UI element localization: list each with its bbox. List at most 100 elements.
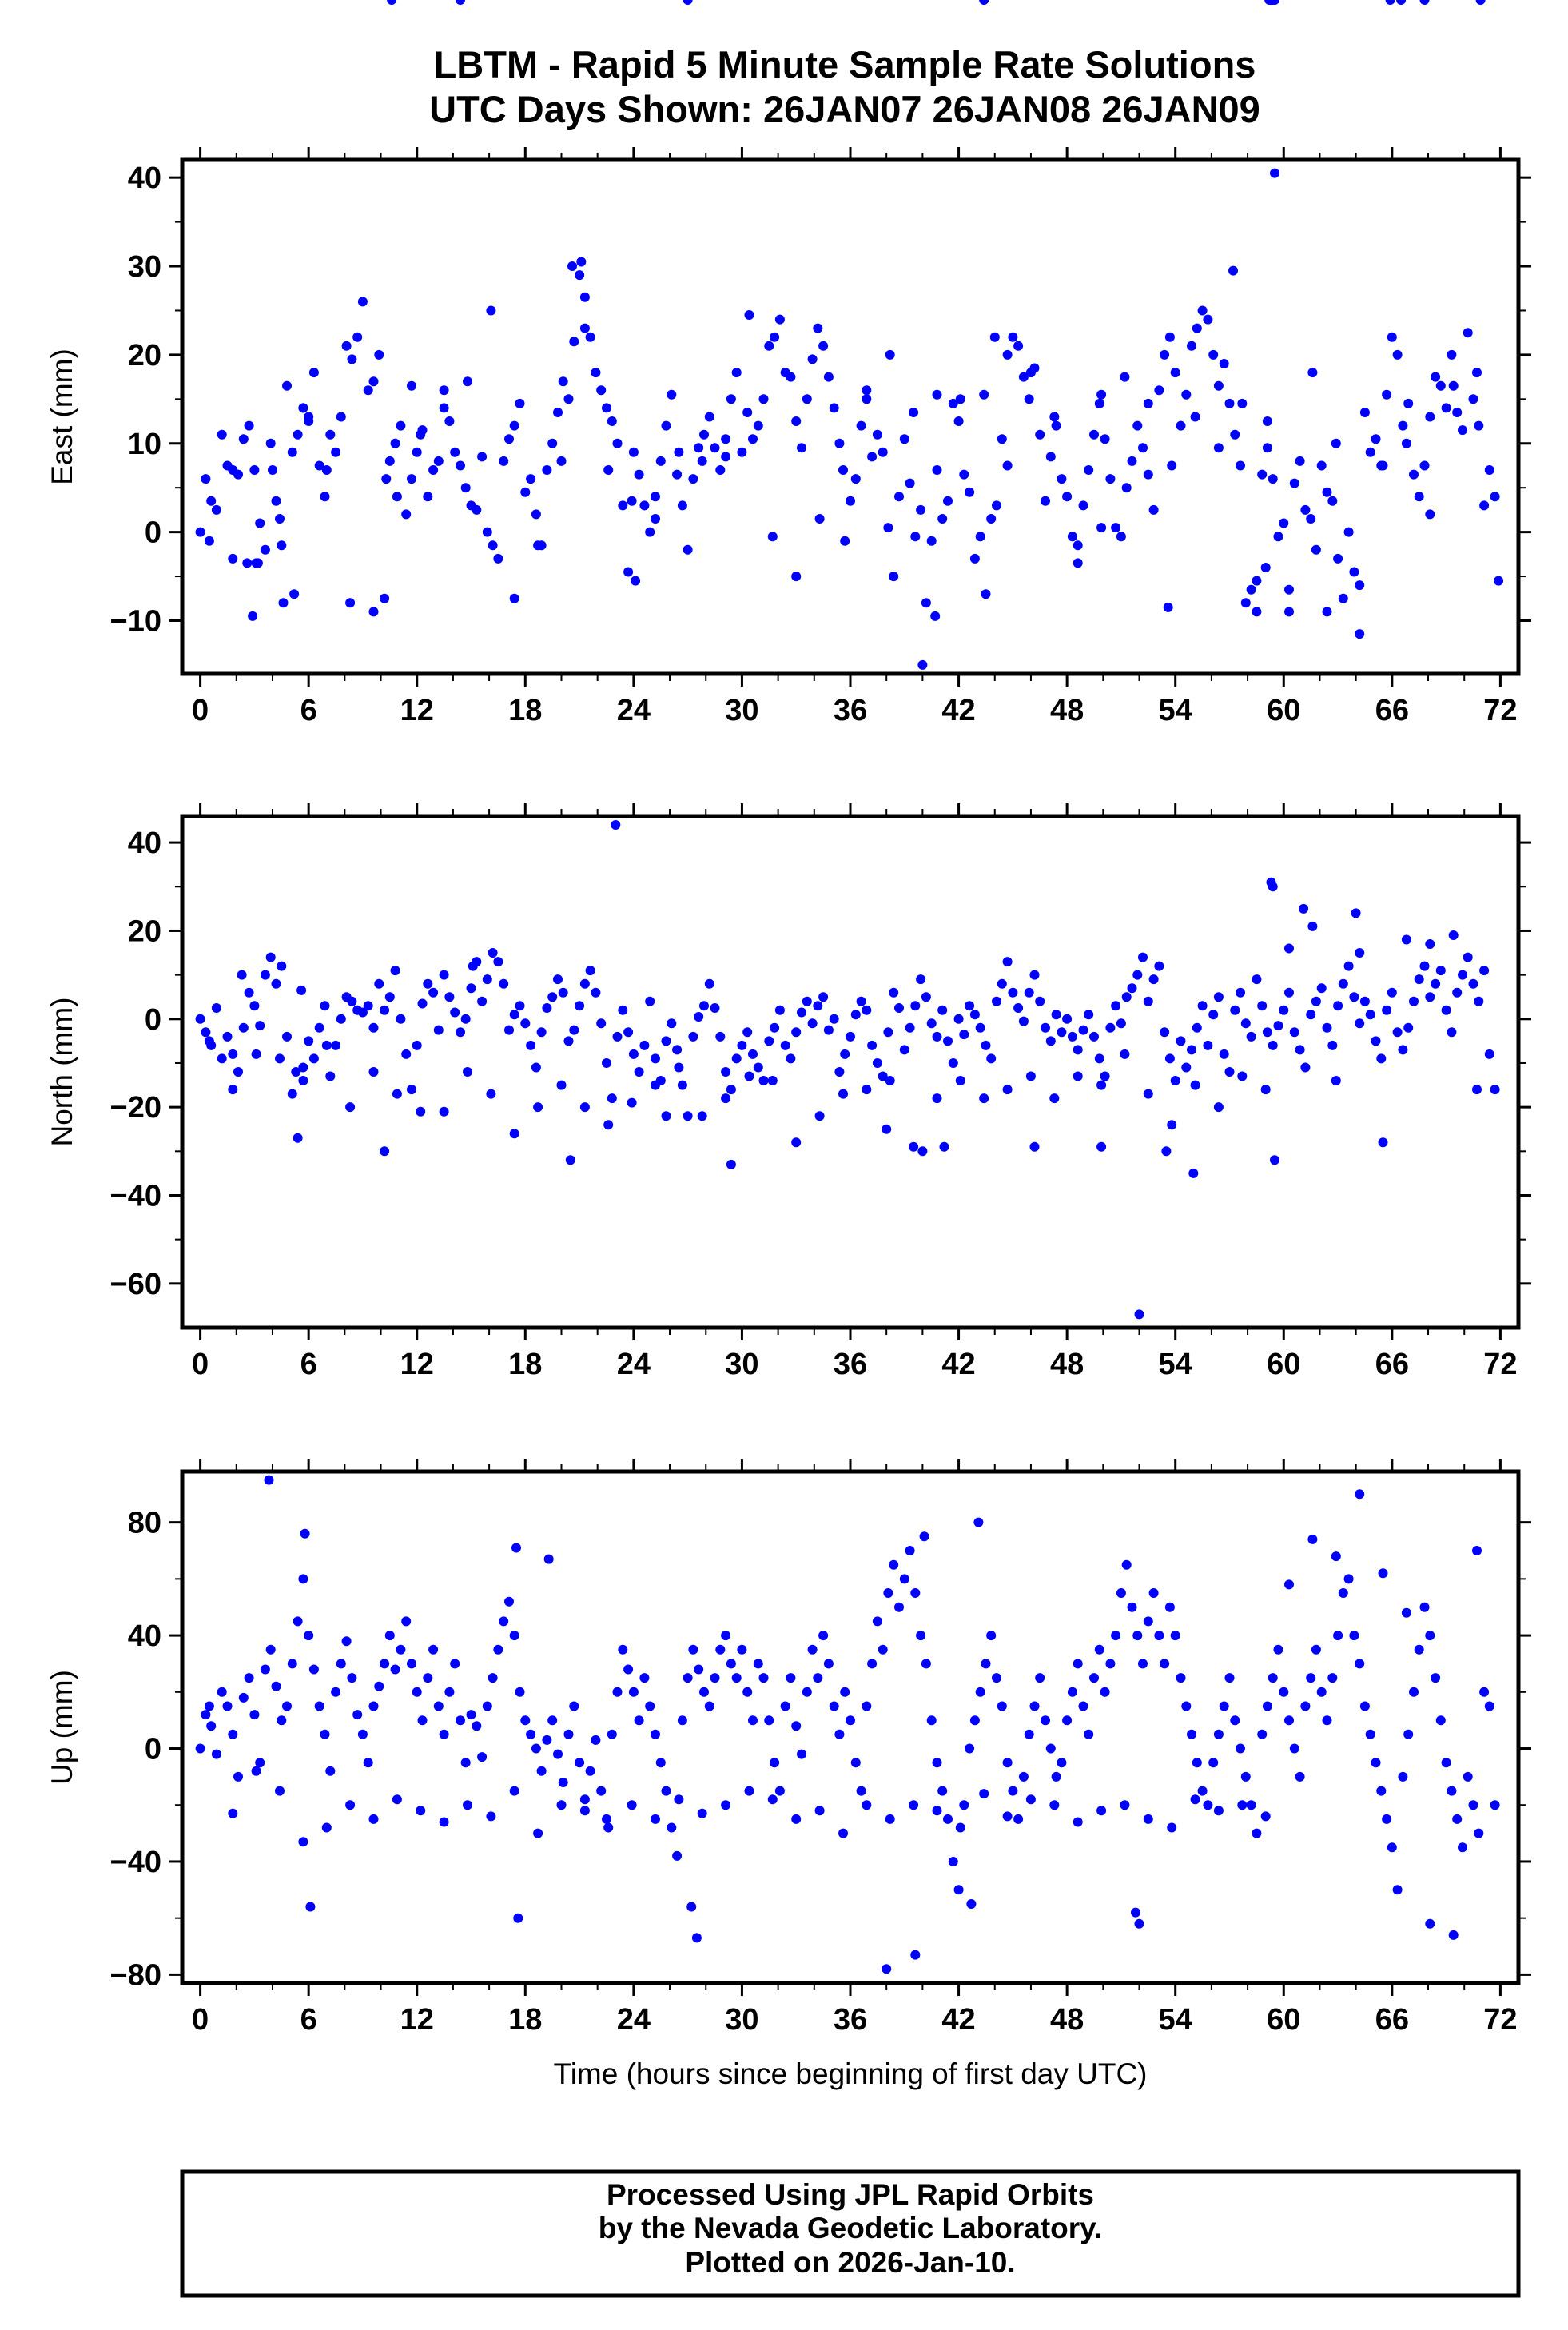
up-y-axis-label: Up (mm) bbox=[46, 1670, 78, 1785]
east-data-point bbox=[748, 434, 758, 444]
up-data-point bbox=[444, 1687, 455, 1697]
up-data-point bbox=[499, 1616, 509, 1627]
up-data-point bbox=[1307, 1534, 1318, 1544]
up-x-tick-label: 18 bbox=[508, 2003, 542, 2037]
east-data-point bbox=[314, 460, 324, 471]
east-data-point bbox=[1057, 474, 1067, 484]
up-data-point bbox=[856, 1786, 866, 1796]
north-data-point bbox=[1116, 1018, 1126, 1029]
east-data-point bbox=[699, 429, 709, 440]
east-data-point bbox=[1049, 412, 1060, 422]
north-data-point bbox=[1120, 1049, 1130, 1059]
east-data-point bbox=[856, 420, 866, 431]
north-x-tick-label: 60 bbox=[1267, 1348, 1300, 1381]
east-data-point bbox=[661, 420, 671, 431]
east-data-point bbox=[444, 416, 455, 426]
east-data-point bbox=[645, 527, 655, 537]
up-data-point bbox=[579, 1806, 590, 1816]
north-data-point bbox=[965, 1001, 975, 1011]
up-data-point bbox=[596, 1786, 607, 1796]
north-data-point bbox=[1094, 1053, 1104, 1064]
north-y-tick-label: 40 bbox=[128, 826, 161, 860]
east-data-point bbox=[1316, 460, 1327, 471]
up-data-point bbox=[1425, 1918, 1435, 1929]
east-data-point bbox=[381, 474, 392, 484]
east-data-point bbox=[797, 443, 806, 453]
north-data-point bbox=[850, 1010, 861, 1020]
east-y-tick-label: −10 bbox=[110, 604, 161, 638]
north-data-point bbox=[1002, 1085, 1013, 1095]
north-data-point bbox=[428, 987, 439, 998]
north-x-tick-label: 66 bbox=[1375, 1348, 1409, 1381]
east-data-point bbox=[623, 567, 634, 577]
north-data-point bbox=[314, 1022, 324, 1033]
up-data-point bbox=[651, 1729, 660, 1739]
north-data-point bbox=[558, 987, 568, 998]
up-data-point bbox=[228, 1808, 238, 1818]
up-data-point bbox=[704, 1701, 714, 1711]
up-data-point bbox=[1013, 1814, 1024, 1824]
up-data-point bbox=[380, 1659, 390, 1669]
up-data-point bbox=[472, 1721, 482, 1731]
north-data-point bbox=[1197, 1001, 1208, 1011]
up-data-point bbox=[569, 1701, 579, 1711]
up-data-point bbox=[862, 1701, 872, 1711]
east-data-point bbox=[228, 465, 238, 475]
north-data-point bbox=[439, 970, 449, 980]
north-data-point bbox=[767, 1076, 778, 1085]
north-data-point bbox=[959, 1030, 969, 1040]
east-data-point bbox=[1187, 341, 1196, 351]
east-data-point bbox=[374, 349, 384, 360]
east-data-point bbox=[1295, 456, 1305, 466]
east-data-point bbox=[710, 443, 720, 453]
north-data-point bbox=[872, 1058, 882, 1068]
up-data-point bbox=[542, 1735, 552, 1745]
east-data-point bbox=[1138, 443, 1148, 453]
east-data-point bbox=[249, 465, 260, 475]
up-data-point bbox=[694, 1664, 704, 1675]
north-data-point bbox=[939, 1141, 949, 1152]
north-data-point bbox=[628, 1049, 639, 1059]
east-data-point bbox=[1167, 460, 1177, 471]
north-data-point bbox=[433, 1025, 444, 1035]
up-data-point bbox=[482, 1701, 492, 1711]
up-data-point bbox=[1073, 1659, 1083, 1669]
north-data-point bbox=[1154, 961, 1164, 971]
up-data-point bbox=[298, 1574, 308, 1584]
up-data-point bbox=[271, 1681, 281, 1691]
east-data-point bbox=[401, 509, 412, 520]
east-data-point bbox=[921, 598, 931, 608]
up-data-point bbox=[341, 1636, 352, 1647]
north-data-point bbox=[217, 1053, 227, 1064]
north-data-point bbox=[969, 1010, 980, 1020]
up-data-point bbox=[511, 1543, 521, 1553]
north-data-point bbox=[627, 1097, 637, 1108]
up-data-point bbox=[1447, 1786, 1457, 1796]
east-x-tick-label: 12 bbox=[400, 694, 434, 727]
north-data-point bbox=[1073, 1045, 1083, 1055]
up-data-point bbox=[1073, 1817, 1083, 1827]
north-data-point bbox=[565, 1155, 575, 1165]
up-data-point bbox=[894, 1602, 904, 1612]
east-data-point bbox=[1078, 500, 1088, 511]
east-data-point bbox=[509, 420, 519, 431]
north-data-point bbox=[1127, 983, 1137, 994]
east-data-point bbox=[1035, 429, 1045, 440]
north-data-point bbox=[704, 978, 714, 989]
up-data-point bbox=[1187, 1729, 1196, 1739]
north-data-point bbox=[889, 987, 899, 998]
east-data-point bbox=[563, 394, 574, 404]
east-data-point bbox=[986, 514, 997, 524]
up-data-point bbox=[320, 1729, 330, 1739]
up-data-point bbox=[1452, 1814, 1463, 1824]
up-data-point bbox=[526, 1729, 536, 1739]
east-data-point bbox=[271, 496, 281, 506]
up-data-point bbox=[1268, 1673, 1278, 1683]
east-data-point bbox=[1398, 420, 1408, 431]
up-data-point bbox=[1273, 1644, 1283, 1655]
north-data-point bbox=[1078, 1025, 1088, 1035]
east-data-point bbox=[770, 332, 780, 342]
north-data-point bbox=[533, 1102, 543, 1113]
east-x-tick-label: 48 bbox=[1050, 694, 1084, 727]
east-data-point bbox=[1458, 425, 1467, 436]
